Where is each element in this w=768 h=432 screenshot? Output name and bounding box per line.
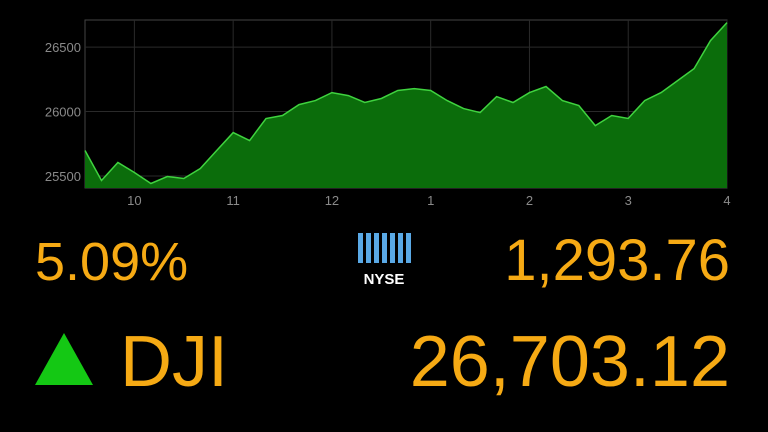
x-tick-label: 2 — [526, 193, 533, 208]
y-tick-label: 26000 — [45, 105, 81, 120]
y-tick-label: 26500 — [45, 40, 81, 55]
y-tick-label: 25500 — [45, 169, 81, 184]
volume: 1,293.76 — [504, 228, 730, 293]
x-tick-label: 1 — [427, 193, 434, 208]
x-tick-label: 3 — [625, 193, 632, 208]
x-tick-label: 10 — [127, 193, 141, 208]
exchange-label: NYSE — [364, 271, 405, 288]
area-fill — [85, 22, 727, 188]
change-percent: 5.09% — [35, 232, 188, 292]
x-tick-label: 12 — [325, 193, 339, 208]
up-arrow — [35, 333, 93, 385]
price: 26,703.12 — [410, 322, 730, 402]
x-tick-label: 4 — [723, 193, 730, 208]
symbol: DJI — [120, 322, 228, 402]
x-tick-label: 11 — [226, 193, 240, 208]
nyse-logo: NYSE — [358, 233, 411, 288]
price-line — [84, 22, 728, 185]
